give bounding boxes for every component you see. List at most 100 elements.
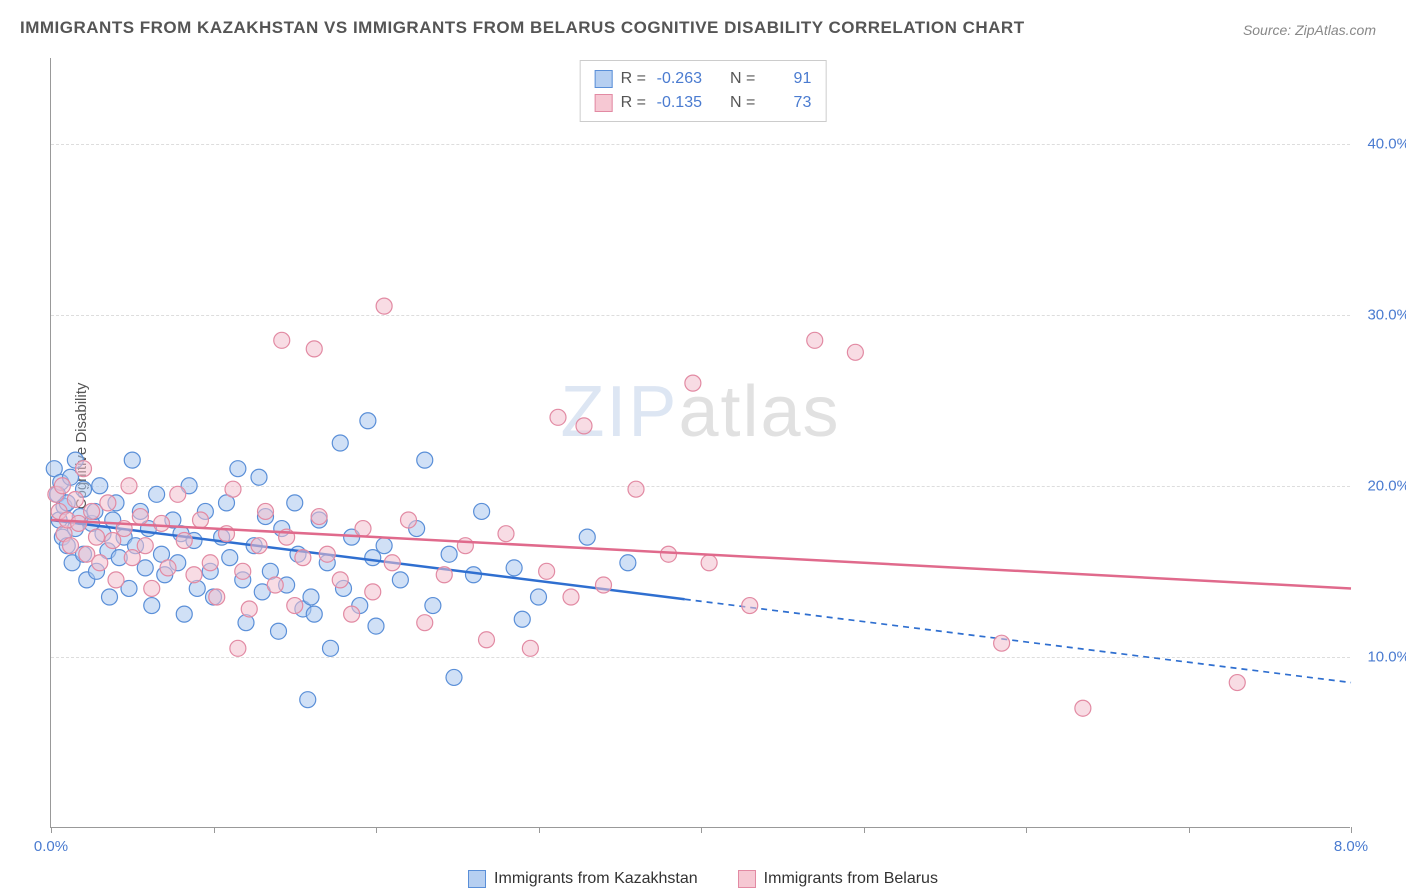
- data-point: [628, 481, 644, 497]
- data-point: [514, 611, 530, 627]
- data-point: [332, 435, 348, 451]
- data-point: [132, 509, 148, 525]
- x-tick: [376, 827, 377, 833]
- y-tick-label: 30.0%: [1367, 306, 1406, 323]
- data-point: [186, 567, 202, 583]
- data-point: [144, 580, 160, 596]
- n-value-series-1: 91: [763, 67, 811, 91]
- data-point: [149, 486, 165, 502]
- data-point: [170, 486, 186, 502]
- y-tick-label: 40.0%: [1367, 135, 1406, 152]
- legend-swatch-1: [468, 870, 486, 888]
- data-point: [579, 529, 595, 545]
- legend-label-2: Immigrants from Belarus: [764, 870, 938, 888]
- data-point: [539, 563, 555, 579]
- data-point: [100, 495, 116, 511]
- data-point: [84, 503, 100, 519]
- data-point: [596, 577, 612, 593]
- data-point: [67, 491, 83, 507]
- data-point: [392, 572, 408, 588]
- data-point: [661, 546, 677, 562]
- data-point: [241, 601, 257, 617]
- data-point: [287, 495, 303, 511]
- data-point: [295, 550, 311, 566]
- data-point: [121, 478, 137, 494]
- x-tick: [864, 827, 865, 833]
- data-point: [807, 332, 823, 348]
- data-point: [124, 550, 140, 566]
- x-tick: [214, 827, 215, 833]
- data-point: [222, 550, 238, 566]
- data-point: [474, 503, 490, 519]
- data-point: [417, 452, 433, 468]
- data-point: [479, 632, 495, 648]
- data-point: [425, 598, 441, 614]
- stats-row-series-1: R = -0.263 N = 91: [595, 67, 812, 91]
- data-point: [287, 598, 303, 614]
- data-point: [550, 409, 566, 425]
- bottom-legend: Immigrants from Kazakhstan Immigrants fr…: [0, 870, 1406, 888]
- data-point: [344, 606, 360, 622]
- data-point: [176, 533, 192, 549]
- data-point: [1075, 700, 1091, 716]
- data-point: [446, 669, 462, 685]
- n-value-series-2: 73: [763, 91, 811, 115]
- x-tick: [51, 827, 52, 833]
- data-point: [76, 461, 92, 477]
- data-point: [376, 538, 392, 554]
- data-point: [193, 512, 209, 528]
- data-point: [563, 589, 579, 605]
- data-point: [209, 589, 225, 605]
- data-point: [360, 413, 376, 429]
- data-point: [230, 640, 246, 656]
- data-point: [124, 452, 140, 468]
- swatch-series-2: [595, 94, 613, 112]
- data-point: [742, 598, 758, 614]
- data-point: [311, 509, 327, 525]
- legend-label-1: Immigrants from Kazakhstan: [494, 870, 698, 888]
- plot-svg: [51, 58, 1350, 827]
- data-point: [105, 533, 121, 549]
- x-tick-label: 8.0%: [1334, 838, 1368, 855]
- data-point: [332, 572, 348, 588]
- legend-item-1: Immigrants from Kazakhstan: [468, 870, 698, 888]
- data-point: [63, 538, 79, 554]
- data-point: [847, 344, 863, 360]
- r-value-series-1: -0.263: [654, 67, 702, 91]
- x-tick: [1026, 827, 1027, 833]
- legend-swatch-2: [738, 870, 756, 888]
- data-point: [576, 418, 592, 434]
- data-point: [271, 623, 287, 639]
- data-point: [108, 572, 124, 588]
- n-label: N =: [730, 91, 755, 115]
- data-point: [355, 521, 371, 537]
- data-point: [258, 503, 274, 519]
- data-point: [506, 560, 522, 576]
- data-point: [89, 529, 105, 545]
- stats-row-series-2: R = -0.135 N = 73: [595, 91, 812, 115]
- data-point: [1229, 675, 1245, 691]
- data-point: [620, 555, 636, 571]
- data-point: [144, 598, 160, 614]
- data-point: [154, 515, 170, 531]
- legend-item-2: Immigrants from Belarus: [738, 870, 938, 888]
- data-point: [436, 567, 452, 583]
- data-point: [251, 469, 267, 485]
- data-point: [384, 555, 400, 571]
- n-label: N =: [730, 67, 755, 91]
- data-point: [441, 546, 457, 562]
- x-tick: [701, 827, 702, 833]
- data-point: [267, 577, 283, 593]
- data-point: [300, 692, 316, 708]
- data-point: [376, 298, 392, 314]
- data-point: [368, 618, 384, 634]
- y-tick-label: 10.0%: [1367, 648, 1406, 665]
- data-point: [701, 555, 717, 571]
- stats-legend-box: R = -0.263 N = 91 R = -0.135 N = 73: [580, 60, 827, 122]
- data-point: [417, 615, 433, 631]
- data-point: [522, 640, 538, 656]
- r-value-series-2: -0.135: [654, 91, 702, 115]
- source-attribution: Source: ZipAtlas.com: [1243, 22, 1376, 38]
- data-point: [306, 341, 322, 357]
- data-point: [994, 635, 1010, 651]
